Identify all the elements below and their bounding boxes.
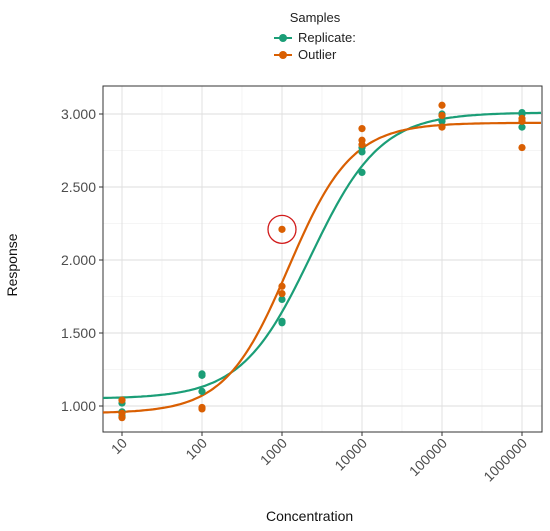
- data-point-replicate: [198, 370, 206, 378]
- data-point-replicate: [438, 117, 446, 125]
- x-tick-label: 1000: [257, 435, 290, 468]
- legend-label-replicate: Replicate:: [298, 30, 356, 45]
- legend-item-replicate: Replicate:: [272, 29, 412, 46]
- data-point-outlier: [438, 101, 446, 109]
- data-point-replicate: [518, 123, 526, 131]
- y-tick-label: 3.000: [61, 106, 96, 122]
- data-point-outlier: [278, 225, 286, 233]
- data-point-outlier: [358, 125, 366, 133]
- data-point-outlier: [438, 111, 446, 120]
- fit-curve-outlier: [102, 121, 541, 414]
- legend-key-outlier: [272, 48, 294, 62]
- data-point-replicate: [198, 387, 206, 395]
- x-axis-title: Concentration: [266, 508, 354, 524]
- x-tick-label: 100000: [406, 435, 450, 479]
- data-point-replicate: [358, 168, 366, 176]
- data-point-outlier: [518, 143, 526, 152]
- plot-border: [102, 85, 543, 433]
- data-point-outlier: [278, 282, 286, 290]
- legend-title: Samples: [289, 10, 341, 25]
- data-point-replicate: [278, 295, 286, 304]
- fit-curve-replicate: [102, 111, 541, 400]
- y-tick-label: 1.000: [61, 398, 96, 414]
- legend-item-outlier: Outlier: [272, 46, 412, 63]
- outlier-highlight-ring: [267, 214, 297, 244]
- data-point-outlier: [358, 141, 366, 149]
- x-tick-label: 100: [182, 435, 210, 463]
- x-tick-label: 1000000: [480, 435, 530, 485]
- legend: Samples Replicate: Outlier: [272, 10, 412, 63]
- y-tick-label: 1.500: [61, 325, 96, 341]
- data-point-outlier: [198, 405, 206, 413]
- data-point-outlier: [438, 123, 446, 131]
- x-tick-label: 10: [108, 435, 130, 457]
- data-point-outlier: [278, 289, 286, 298]
- data-point-outlier: [118, 414, 126, 422]
- legend-key-replicate: [272, 31, 294, 45]
- y-axis-title: Response: [4, 233, 20, 297]
- data-point-replicate: [278, 319, 286, 327]
- x-tick-label: 10000: [331, 435, 370, 474]
- y-tick-label: 2.000: [61, 252, 96, 268]
- data-point-outlier: [518, 117, 526, 125]
- y-tick-label: 2.500: [61, 179, 96, 195]
- data-point-outlier: [118, 396, 126, 404]
- legend-label-outlier: Outlier: [298, 47, 337, 62]
